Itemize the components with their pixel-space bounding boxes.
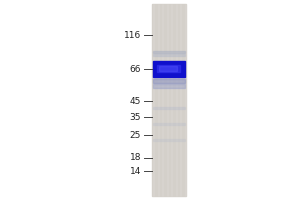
Bar <box>184 4 186 196</box>
Bar <box>152 4 186 196</box>
Bar <box>153 107 184 109</box>
Text: 66: 66 <box>130 64 141 73</box>
Bar <box>176 4 177 196</box>
Bar <box>153 79 184 83</box>
Text: 35: 35 <box>130 112 141 121</box>
Bar <box>153 54 184 56</box>
Text: 14: 14 <box>130 166 141 176</box>
Text: 116: 116 <box>124 30 141 40</box>
Text: 45: 45 <box>130 97 141 106</box>
Bar <box>153 139 184 141</box>
Bar <box>162 4 163 196</box>
Bar <box>153 123 184 125</box>
Bar <box>180 4 181 196</box>
Bar <box>153 84 184 88</box>
Bar <box>153 51 184 53</box>
Bar <box>159 66 177 71</box>
Text: 18: 18 <box>130 154 141 162</box>
Bar <box>157 65 180 72</box>
Bar <box>158 4 159 196</box>
Bar <box>153 61 184 77</box>
Bar <box>167 4 168 196</box>
Bar <box>153 4 154 196</box>
Text: 25: 25 <box>130 130 141 140</box>
Bar <box>171 4 172 196</box>
